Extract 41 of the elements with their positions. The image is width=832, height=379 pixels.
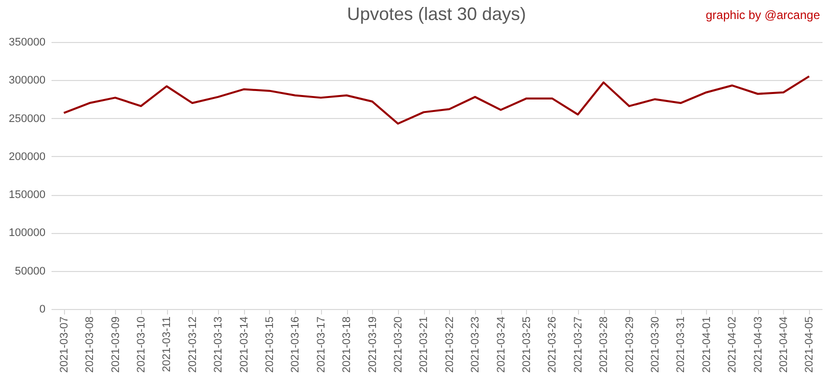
y-tick-label: 50000 xyxy=(14,265,46,278)
x-tick-label: 2021-03-17 xyxy=(315,316,328,373)
x-tick-label: 2021-04-01 xyxy=(700,316,713,373)
x-tick-label: 2021-03-21 xyxy=(418,316,430,373)
text: graphic by @arcange xyxy=(706,8,820,22)
y-tick-label: 100000 xyxy=(8,227,46,240)
x-tick-label: 2021-03-27 xyxy=(572,316,584,373)
x-tick-label: 2021-03-18 xyxy=(341,316,354,373)
x-tick-label: 2021-03-28 xyxy=(598,316,610,373)
line-series xyxy=(62,75,810,125)
x-tick-label: 2021-03-23 xyxy=(470,316,482,373)
x-tick-label: 2021-03-19 xyxy=(366,316,379,373)
y-tick-label: 200000 xyxy=(8,150,46,163)
x-tick-label: 2021-03-14 xyxy=(238,316,250,373)
x-tick-label: 2021-04-04 xyxy=(778,316,790,373)
x-tick-label: 2021-03-13 xyxy=(212,316,225,373)
x-tick-label: 2021-03-25 xyxy=(520,316,533,373)
y-tick-label: 350000 xyxy=(8,36,46,48)
x-tick-label: 2021-03-24 xyxy=(495,316,508,373)
x-tick-label: 2021-03-11 xyxy=(161,316,174,372)
x-tick-label: 2021-03-07 xyxy=(58,316,70,373)
x-tick-label: 2021-03-20 xyxy=(392,316,404,373)
x-tick-label: 2021-03-09 xyxy=(110,316,122,373)
x-tick-label: 2021-03-30 xyxy=(649,316,662,373)
x-tick-label: 2021-03-31 xyxy=(675,316,688,373)
y-tick-label: 300000 xyxy=(8,74,46,87)
x-tick-label: 2021-04-05 xyxy=(804,316,816,373)
x-tick-label: 2021-03-15 xyxy=(264,316,276,373)
x-tick-label: 2021-03-22 xyxy=(444,316,456,373)
x-tick-label: 2021-04-03 xyxy=(752,316,764,373)
x-tick-label: 2021-03-10 xyxy=(135,316,148,373)
y-tick-label: 150000 xyxy=(8,189,46,202)
y-tick-label: 0 xyxy=(39,304,46,316)
x-tick-label: 2021-03-29 xyxy=(624,316,636,373)
x-tick-label: 2021-04-02 xyxy=(726,316,739,373)
x-tick-label: 2021-03-16 xyxy=(290,316,302,373)
x-tick-label: 2021-03-12 xyxy=(186,316,199,373)
y-tick-label: 250000 xyxy=(8,112,46,125)
x-tick-label: 2021-03-08 xyxy=(84,316,96,373)
chart-title: Upvotes (last 30 days) xyxy=(346,4,526,24)
x-tick-label: 2021-03-26 xyxy=(546,316,559,373)
